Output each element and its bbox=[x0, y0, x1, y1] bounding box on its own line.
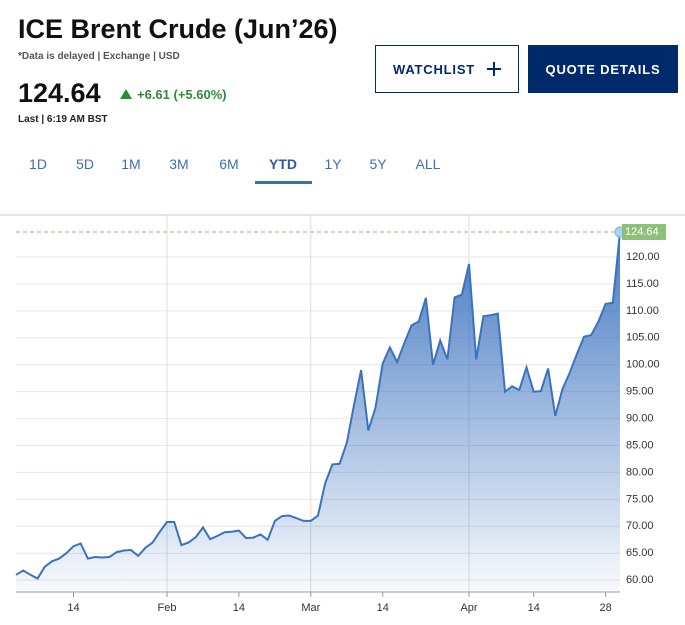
range-tab[interactable]: 1D bbox=[29, 156, 47, 172]
y-tick-label: 70.00 bbox=[626, 520, 654, 532]
range-tab[interactable]: 1Y bbox=[324, 156, 342, 172]
area bbox=[16, 232, 620, 592]
price-change: +6.61 (+5.60%) bbox=[137, 87, 227, 102]
y-tick-label: 75.00 bbox=[626, 493, 654, 505]
range-tab[interactable]: 5D bbox=[76, 156, 94, 172]
y-tick-label: 105.00 bbox=[626, 332, 660, 344]
x-tick-label: Feb bbox=[158, 602, 177, 614]
last-time: Last | 6:19 AM BST bbox=[18, 114, 108, 125]
x-tick-label: 14 bbox=[233, 602, 245, 614]
x-tick-label: 14 bbox=[377, 602, 389, 614]
y-tick-label: 80.00 bbox=[626, 466, 654, 478]
y-tick-label: 65.00 bbox=[626, 547, 654, 559]
y-tick-label: 115.00 bbox=[626, 278, 659, 290]
y-tick-label: 95.00 bbox=[626, 386, 654, 398]
title: ICE Brent Crude (Jun’26) bbox=[18, 14, 338, 44]
y-tick-label: 60.00 bbox=[626, 574, 654, 586]
y-tick-label: 85.00 bbox=[626, 439, 654, 451]
last-price-label: 124.64 bbox=[625, 226, 659, 238]
x-tick-label: Apr bbox=[460, 602, 477, 614]
y-tick-label: 90.00 bbox=[626, 412, 654, 424]
button-label: WATCHLIST bbox=[392, 61, 476, 77]
x-tick-label: 28 bbox=[599, 602, 611, 614]
plus-icon bbox=[487, 62, 502, 76]
up-arrow bbox=[120, 89, 132, 99]
range-tab[interactable]: YTD bbox=[269, 156, 297, 172]
x-tick-label: 14 bbox=[528, 602, 540, 614]
range-tab[interactable]: 3M bbox=[169, 156, 189, 172]
range-tab[interactable]: ALL bbox=[415, 156, 441, 172]
y-tick-label: 120.00 bbox=[626, 251, 660, 263]
data-note: *Data is delayed | Exchange | USD bbox=[18, 51, 180, 62]
x-tick-label: Mar bbox=[301, 602, 320, 614]
y-tick-label: 100.00 bbox=[626, 359, 660, 371]
price: 124.64 bbox=[18, 78, 101, 108]
range-tab[interactable]: 6M bbox=[219, 156, 239, 172]
x-tick-label: 14 bbox=[67, 602, 79, 614]
button-label: QUOTE DETAILS bbox=[545, 61, 661, 77]
price-line bbox=[15, 231, 621, 580]
quote-details-button[interactable]: QUOTE DETAILS bbox=[528, 45, 678, 93]
range-tab[interactable]: 5Y bbox=[369, 156, 387, 172]
tab-underline bbox=[255, 181, 312, 184]
watchlist-button[interactable]: WATCHLIST bbox=[375, 45, 519, 93]
y-tick-label: 110.00 bbox=[626, 305, 659, 317]
range-tab[interactable]: 1M bbox=[121, 156, 141, 172]
last-price-box bbox=[622, 224, 666, 241]
